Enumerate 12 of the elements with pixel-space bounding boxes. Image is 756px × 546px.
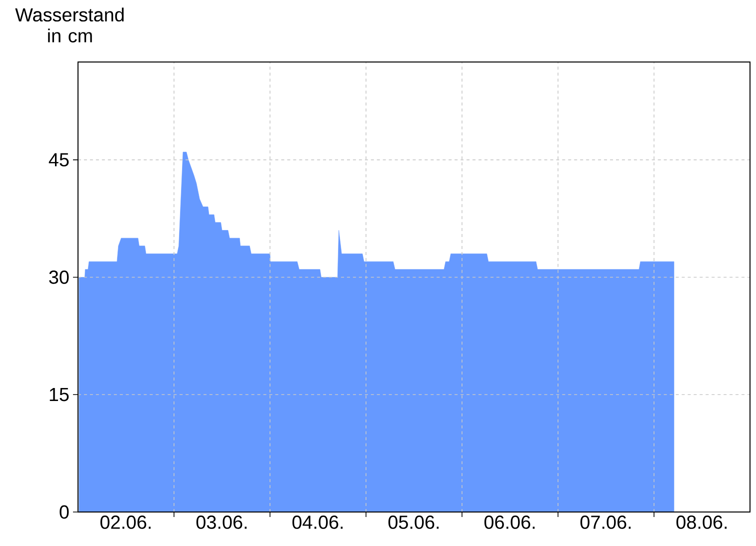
x-tick-label: 04.06. [292,516,343,529]
x-tick-label: 02.06. [100,516,151,529]
x-tick-label: 07.06. [580,516,631,529]
x-tick-label: 06.06. [484,516,535,529]
x-tick-label: 08.06. [676,516,727,529]
y-tick-label: 45 [48,153,69,166]
y-axis-title: Wasserstand in cm [15,8,124,42]
y-tick-label: 0 [60,505,69,519]
y-tick-label: 15 [50,388,69,402]
x-tick-label: 05.06. [388,516,439,529]
x-tick-label: 03.06. [196,516,247,529]
y-tick-label: 30 [49,270,69,284]
